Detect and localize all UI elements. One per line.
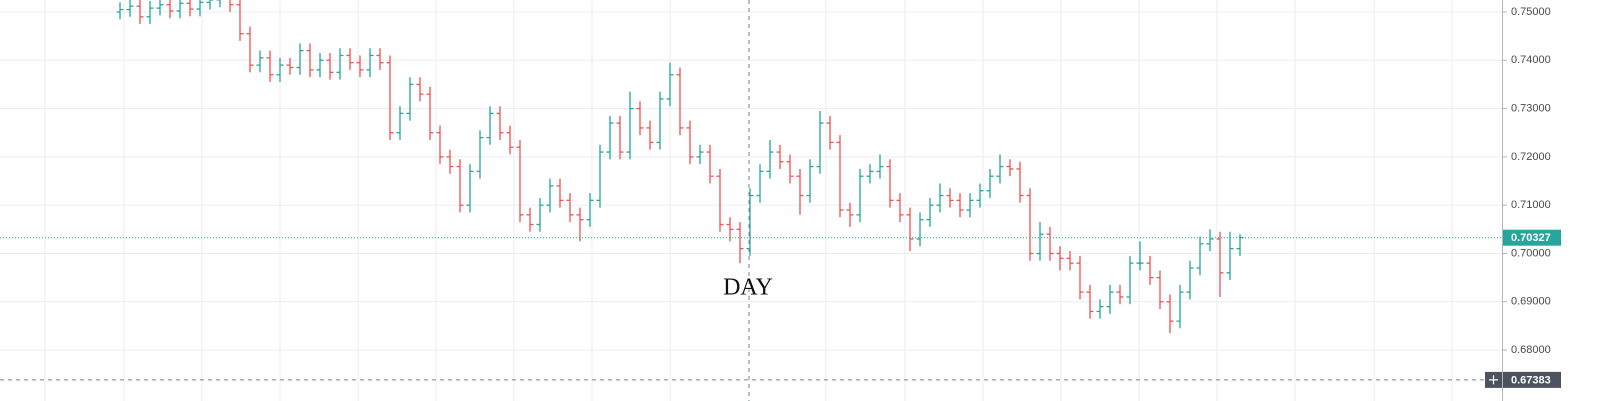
crosshair-price-box — [1503, 371, 1561, 388]
y-tick-label: 0.70000 — [1511, 247, 1551, 259]
crosshair-price-label: 0.67383 — [1511, 374, 1551, 386]
y-tick-label: 0.71000 — [1511, 199, 1551, 211]
price-axis-panel — [1502, 0, 1601, 401]
last-price-box — [1503, 229, 1561, 246]
y-tick-label: 0.74000 — [1511, 54, 1551, 66]
price-bars — [116, 0, 1244, 334]
vertical-grid — [44, 0, 1453, 401]
last-price-label: 0.70327 — [1511, 232, 1551, 244]
price-axis: 0.68000 0.69000 0.70000 0.71000 0.72000 0.730… — [1485, 6, 1561, 388]
annotation: DAY — [723, 275, 773, 301]
y-tick-label: 0.73000 — [1511, 102, 1551, 114]
overlay: DAY — [0, 0, 1502, 401]
y-tick-label: 0.75000 — [1511, 6, 1551, 18]
y-tick-label: 0.69000 — [1511, 296, 1551, 308]
crosshair-plus — [1489, 375, 1498, 385]
y-tick-label: 0.72000 — [1511, 151, 1551, 163]
y-tick-label: 0.68000 — [1511, 344, 1551, 356]
